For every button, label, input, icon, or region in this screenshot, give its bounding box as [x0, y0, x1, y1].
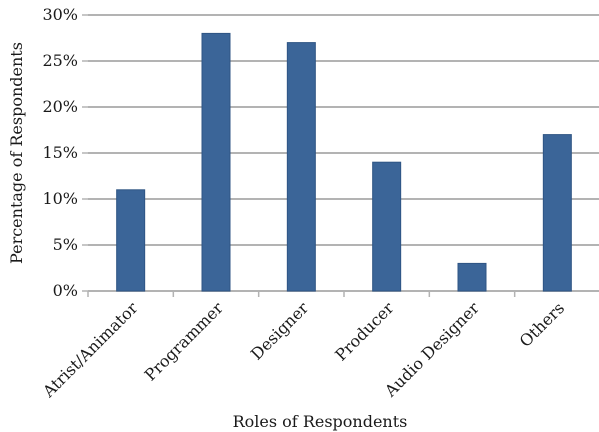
y-tick-label: 15% [42, 143, 78, 162]
x-tick-label: Producer [331, 298, 397, 364]
bar [542, 134, 572, 292]
bar [286, 42, 316, 292]
y-tick-label: 10% [42, 189, 78, 208]
y-tick-label: 5% [53, 235, 78, 254]
x-axis: Atrist/Animator Programmer Designer Produce… [38, 291, 568, 402]
gridlines [88, 14, 599, 292]
y-tick-label: 25% [42, 51, 78, 70]
y-axis: 0% 5% 10% 15% 20% 25% 30% [42, 5, 88, 300]
bar [116, 189, 146, 292]
y-tick-label: 20% [42, 97, 78, 116]
y-tick-label: 30% [42, 5, 78, 24]
bar [372, 161, 402, 292]
y-tick-label: 0% [53, 281, 78, 300]
bars [116, 32, 572, 292]
bar [201, 32, 231, 292]
x-axis-title: Roles of Respondents [233, 412, 408, 431]
y-axis-title: Percentage of Respondents [7, 42, 26, 264]
x-tick-label: Programmer [141, 298, 227, 384]
x-tick-label: Atrist/Animator [38, 298, 141, 401]
bar [457, 262, 487, 292]
x-tick-label: Designer [247, 298, 313, 364]
x-tick-label: Others [516, 298, 568, 350]
